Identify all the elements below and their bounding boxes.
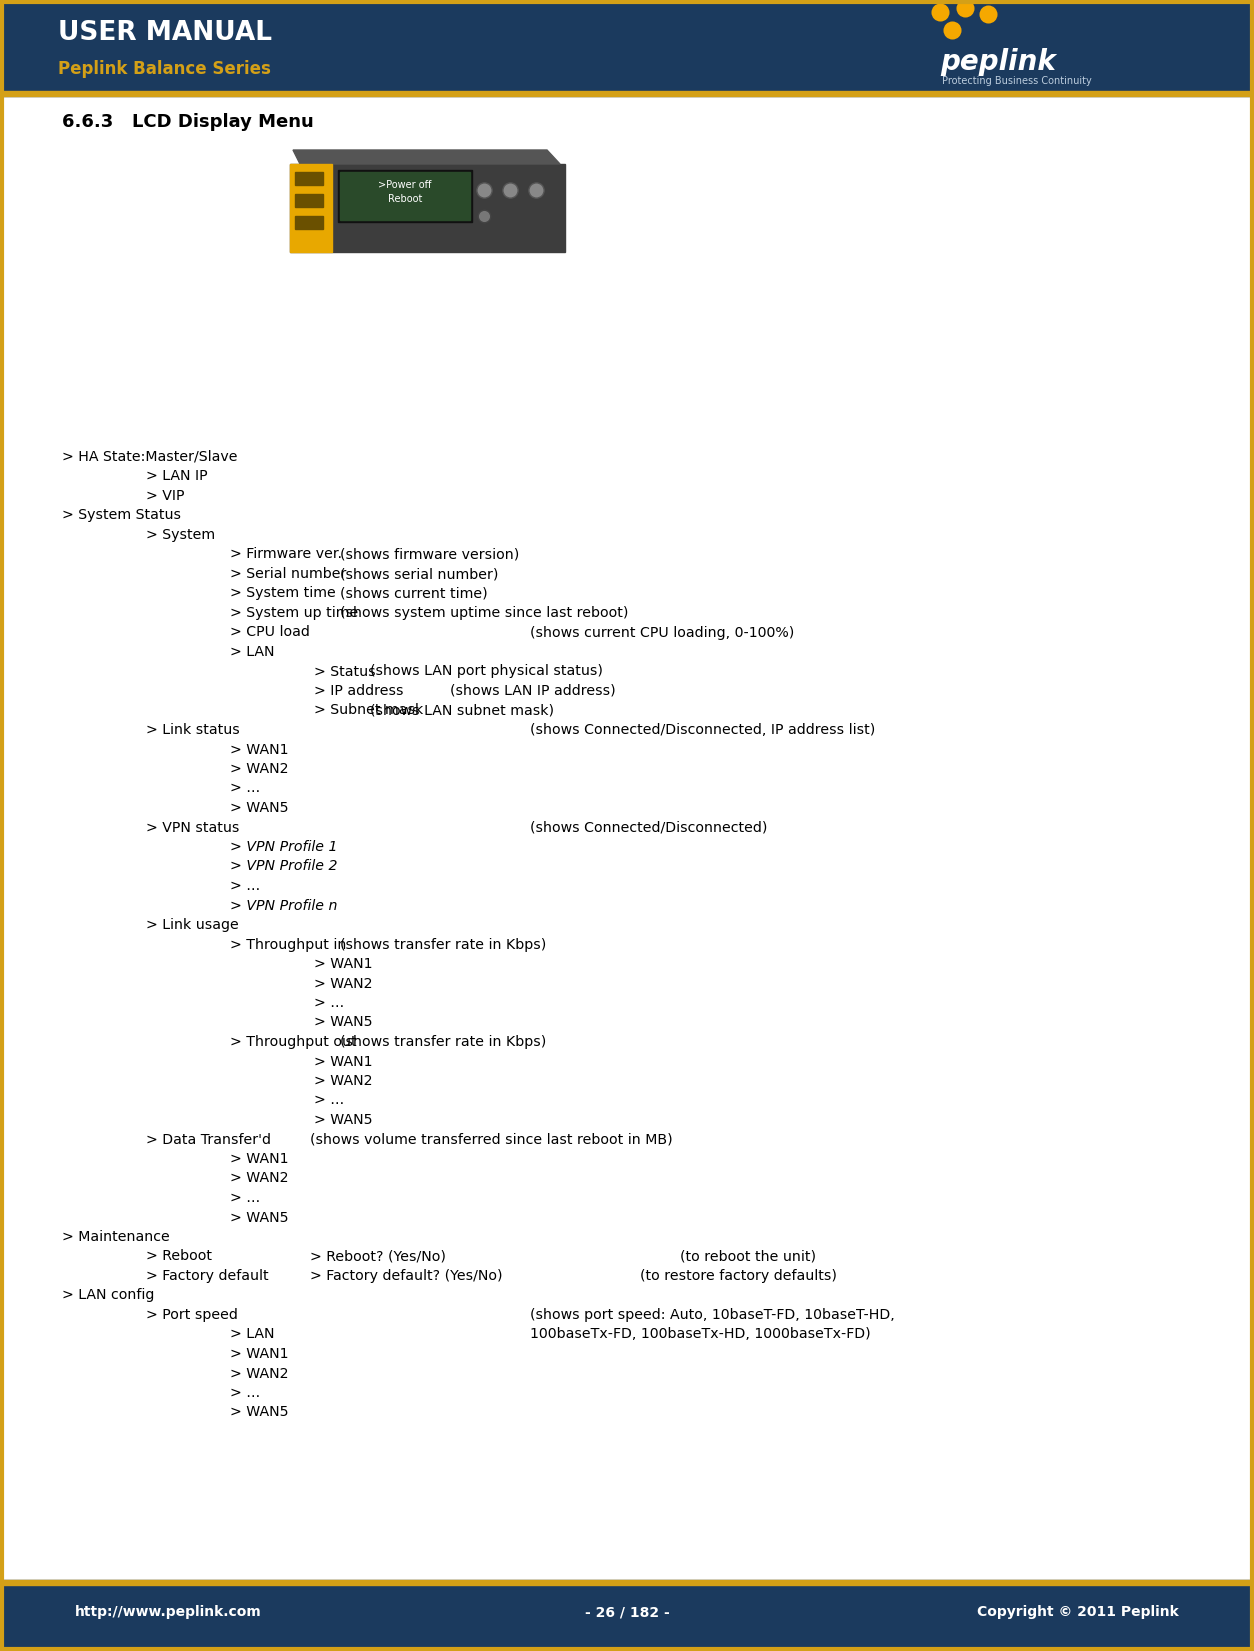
Bar	[0, 1580, 1254, 1651]
Text: > Factory default? (Yes/No): > Factory default? (Yes/No)	[310, 1270, 503, 1283]
Text: (shows serial number): (shows serial number)	[340, 566, 498, 581]
Text: > System up time: > System up time	[229, 606, 359, 621]
Text: > System time: > System time	[229, 586, 336, 601]
Text: (shows port speed: Auto, 10baseT-FD, 10baseT-HD,: (shows port speed: Auto, 10baseT-FD, 10b…	[530, 1308, 895, 1322]
Text: > HA State:Master/Slave: > HA State:Master/Slave	[61, 451, 237, 464]
Text: USER MANUAL: USER MANUAL	[58, 20, 272, 46]
Text: > WAN1: > WAN1	[229, 1347, 288, 1360]
Text: - 26 / 182 -: - 26 / 182 -	[584, 1605, 670, 1620]
Text: > Maintenance: > Maintenance	[61, 1230, 169, 1243]
Text: > WAN2: > WAN2	[229, 1172, 288, 1185]
Text: > Factory default: > Factory default	[145, 1270, 268, 1283]
Text: > Link usage: > Link usage	[145, 918, 238, 933]
Text: > Firmware ver.: > Firmware ver.	[229, 548, 342, 561]
Text: > WAN5: > WAN5	[229, 1210, 288, 1225]
Text: > System: > System	[145, 528, 216, 542]
Text: > WAN2: > WAN2	[229, 763, 288, 776]
Text: > WAN5: > WAN5	[229, 801, 288, 816]
Text: peplink: peplink	[940, 48, 1056, 76]
Text: > LAN config: > LAN config	[61, 1288, 154, 1303]
Text: > …: > …	[229, 1385, 261, 1400]
Bar	[295, 195, 324, 206]
Text: > Link status: > Link status	[145, 723, 240, 736]
Text: (shows LAN port physical status): (shows LAN port physical status)	[370, 664, 603, 679]
Text: > WAN5: > WAN5	[314, 1113, 372, 1128]
Bar	[295, 216, 324, 229]
Text: (shows volume transferred since last reboot in MB): (shows volume transferred since last reb…	[310, 1133, 672, 1146]
Text: > Data Transfer'd: > Data Transfer'd	[145, 1133, 271, 1146]
Text: Peplink Balance Series: Peplink Balance Series	[58, 59, 271, 78]
Text: > WAN1: > WAN1	[229, 1152, 288, 1166]
Text: > Subnet mask: > Subnet mask	[314, 703, 424, 718]
Bar	[0, 1580, 1254, 1585]
Text: (shows system uptime since last reboot): (shows system uptime since last reboot)	[340, 606, 628, 621]
Text: > …: > …	[229, 781, 261, 796]
Text: Protecting Business Continuity: Protecting Business Continuity	[942, 76, 1092, 86]
Text: > Throughput in: > Throughput in	[229, 938, 346, 951]
Text: > WAN1: > WAN1	[314, 1055, 372, 1068]
Bar	[0, 0, 1254, 96]
Text: > WAN5: > WAN5	[314, 1015, 372, 1030]
Text: > …: > …	[314, 1093, 345, 1108]
Text: > Throughput out: > Throughput out	[229, 1035, 356, 1048]
Text: (shows Connected/Disconnected, IP address list): (shows Connected/Disconnected, IP addres…	[530, 723, 875, 736]
Text: > WAN2: > WAN2	[314, 1075, 372, 1088]
Bar	[290, 163, 566, 253]
Text: (shows firmware version): (shows firmware version)	[340, 548, 519, 561]
Text: > …: > …	[229, 1190, 261, 1205]
Bar	[295, 172, 324, 185]
Text: > System Status: > System Status	[61, 509, 181, 522]
Text: (shows current CPU loading, 0-100%): (shows current CPU loading, 0-100%)	[530, 626, 794, 639]
Bar	[340, 172, 470, 220]
Text: (to reboot the unit): (to reboot the unit)	[680, 1250, 816, 1263]
Text: > LAN IP: > LAN IP	[145, 469, 208, 484]
Text: > Port speed: > Port speed	[145, 1308, 238, 1322]
Text: > WAN2: > WAN2	[229, 1367, 288, 1380]
Text: (to restore factory defaults): (to restore factory defaults)	[640, 1270, 836, 1283]
Text: http://www.peplink.com: http://www.peplink.com	[75, 1605, 262, 1620]
Bar	[339, 170, 472, 221]
Text: > Serial number: > Serial number	[229, 566, 346, 581]
Bar	[290, 163, 332, 253]
Text: > Reboot: > Reboot	[145, 1250, 212, 1263]
Text: > Status: > Status	[314, 664, 376, 679]
Text: > WAN5: > WAN5	[229, 1405, 288, 1420]
Text: > WAN1: > WAN1	[314, 958, 372, 971]
Text: (shows current time): (shows current time)	[340, 586, 488, 601]
Text: > IP address: > IP address	[314, 684, 404, 698]
Text: > CPU load: > CPU load	[229, 626, 310, 639]
Polygon shape	[293, 150, 561, 163]
Bar	[0, 91, 1254, 96]
Text: (shows LAN subnet mask): (shows LAN subnet mask)	[370, 703, 554, 718]
Text: > VPN status: > VPN status	[145, 821, 240, 834]
Text: > …: > …	[314, 996, 345, 1010]
Text: > VPN Profile 2: > VPN Profile 2	[229, 860, 337, 873]
Text: > LAN: > LAN	[229, 646, 275, 659]
Text: (shows Connected/Disconnected): (shows Connected/Disconnected)	[530, 821, 767, 834]
Text: > VPN Profile 1: > VPN Profile 1	[229, 840, 337, 854]
Text: > Reboot? (Yes/No): > Reboot? (Yes/No)	[310, 1250, 446, 1263]
Text: > WAN1: > WAN1	[229, 743, 288, 756]
Text: > …: > …	[229, 878, 261, 893]
Text: 6.6.3   LCD Display Menu: 6.6.3 LCD Display Menu	[61, 112, 314, 130]
Text: > VPN Profile n: > VPN Profile n	[229, 898, 337, 913]
Text: > VIP: > VIP	[145, 489, 184, 504]
Text: Reboot: Reboot	[387, 195, 423, 205]
Text: 100baseTx-FD, 100baseTx-HD, 1000baseTx-FD): 100baseTx-FD, 100baseTx-HD, 1000baseTx-F…	[530, 1327, 870, 1342]
Text: >Power off: >Power off	[379, 180, 431, 190]
Text: (shows transfer rate in Kbps): (shows transfer rate in Kbps)	[340, 1035, 547, 1048]
Text: (shows LAN IP address): (shows LAN IP address)	[450, 684, 616, 698]
Text: (shows transfer rate in Kbps): (shows transfer rate in Kbps)	[340, 938, 547, 951]
Text: > LAN: > LAN	[229, 1327, 275, 1342]
Text: > WAN2: > WAN2	[314, 976, 372, 991]
Text: Copyright © 2011 Peplink: Copyright © 2011 Peplink	[977, 1605, 1179, 1620]
